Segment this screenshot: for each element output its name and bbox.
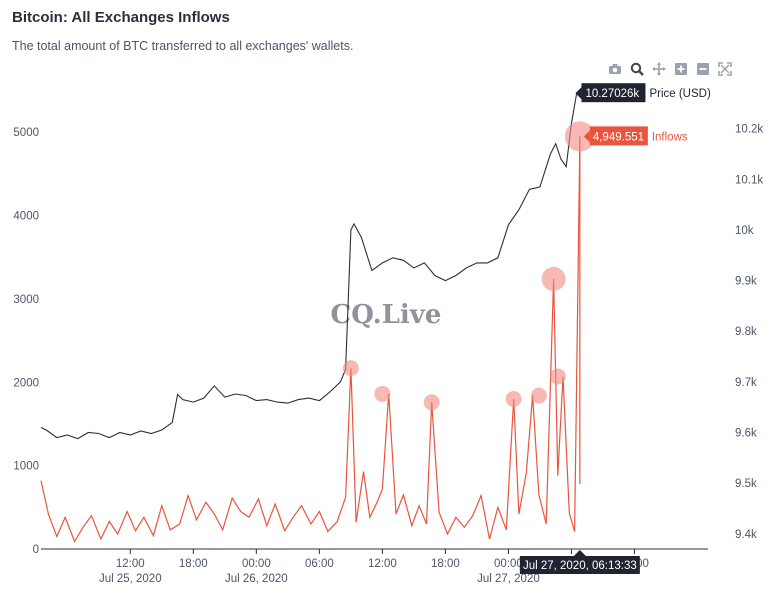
watermark-layer: CQ.Live: [331, 300, 442, 330]
x-tick-label: 18:00: [179, 558, 208, 570]
y-left-tick-label: 0: [33, 544, 39, 556]
price-layer: [40, 92, 583, 440]
zoom-icon[interactable]: [629, 61, 645, 77]
x-hover-pointer: [573, 550, 586, 556]
x-tick-label: 18:00: [431, 558, 460, 570]
x-date-label: Jul 25, 2020: [99, 573, 162, 585]
axes-layer: 0 1000 2000 3000 4000 5000 9.4k 9.5k 9.6k 9.7k 9.8…: [13, 124, 763, 585]
inflow-hover-pointer: [583, 130, 590, 143]
price-hover-pointer: [575, 87, 582, 100]
inflow-bubble: [423, 394, 440, 411]
y-left-tick-label: 1000: [13, 461, 39, 473]
chart-title: Bitcoin: All Exchanges Inflows: [12, 9, 230, 26]
price-hover-value: 10.27026k: [585, 88, 639, 100]
bubbles-layer: [342, 121, 595, 411]
x-tick-label: 12:00: [368, 558, 397, 570]
y-right-tick-label: 9.6k: [735, 428, 757, 440]
x-tick-label: 00:00: [242, 558, 271, 570]
inflow-bubble: [342, 360, 359, 377]
inflow-hover-value: 4,949.551: [593, 131, 644, 143]
camera-icon[interactable]: [607, 61, 623, 77]
inflow-bubble: [530, 387, 547, 404]
y-right-tick-label: 10.1k: [735, 174, 763, 186]
zoom-out-icon[interactable]: [695, 61, 711, 77]
inflows-layer: [40, 136, 581, 543]
price-hover-box: [581, 83, 646, 103]
y-left-tick-label: 2000: [13, 377, 39, 389]
price-hover-name: Price (USD): [649, 88, 711, 100]
inflow-hover-box: [589, 126, 648, 146]
inflow-bubble: [374, 385, 391, 402]
x-date-label: Jul 27, 2020: [477, 573, 540, 585]
x-hover-value: Jul 27, 2020, 06:13:33: [523, 560, 637, 572]
inflows-line: [40, 136, 581, 543]
y-left-tick-label: 4000: [13, 211, 39, 223]
watermark-text: CQ.Live: [331, 300, 442, 330]
inflow-bubble: [505, 390, 522, 407]
modebar: [607, 61, 733, 77]
y-right-tick-label: 9.9k: [735, 276, 757, 288]
y-left-tick-label: 5000: [13, 127, 39, 139]
y-left-tick-label: 3000: [13, 294, 39, 306]
inflow-bubble: [541, 266, 566, 291]
y-right-tick-label: 10.2k: [735, 124, 763, 136]
autoscale-icon[interactable]: [717, 61, 733, 77]
x-tick-label: 00:00: [494, 558, 523, 570]
inflow-bubble: [564, 121, 595, 152]
inflow-hover-name: Inflows: [652, 131, 688, 143]
hover-layer: 10.27026k Price (USD) 4,949.551 Inflows Jul …: [519, 83, 711, 574]
chart-subtitle: The total amount of BTC transferred to a…: [12, 39, 354, 53]
pan-icon[interactable]: [651, 61, 667, 77]
zoom-in-icon[interactable]: [673, 61, 689, 77]
y-right-tick-label: 9.4k: [735, 529, 757, 541]
y-right-tick-label: 9.8k: [735, 326, 757, 338]
x-tick-label: 12:00: [116, 558, 145, 570]
price-line: [40, 92, 583, 440]
y-right-tick-label: 9.5k: [735, 478, 757, 490]
y-right-tick-label: 9.7k: [735, 377, 757, 389]
x-date-label: Jul 26, 2020: [225, 573, 288, 585]
inflow-bubble: [549, 368, 566, 385]
y-right-tick-label: 10k: [735, 225, 754, 237]
x-tick-label: 06:00: [305, 558, 334, 570]
x-hover-box: [519, 556, 640, 574]
